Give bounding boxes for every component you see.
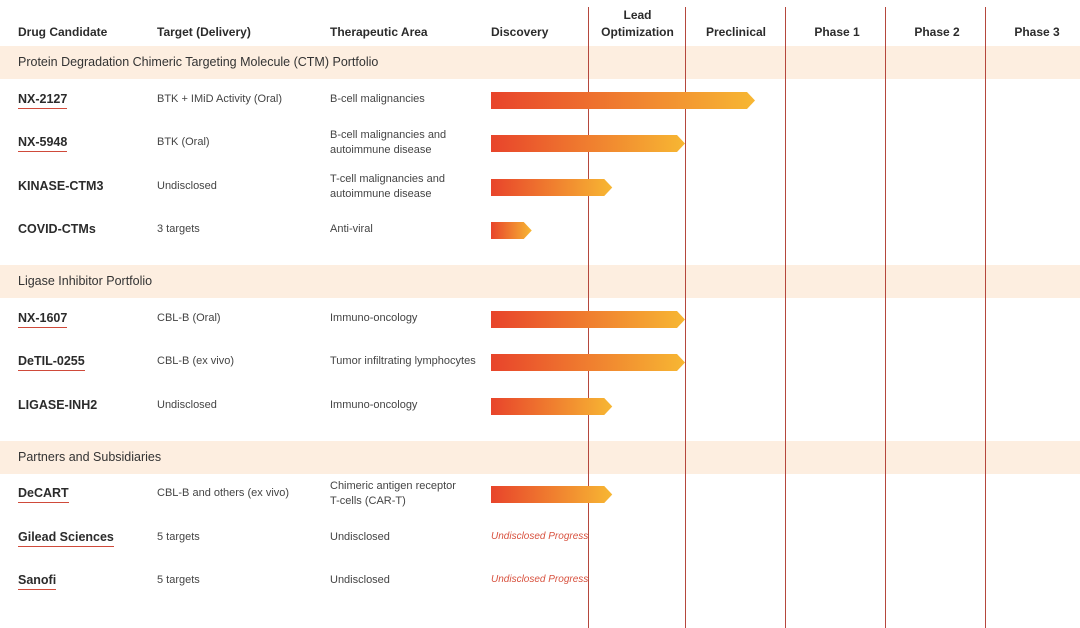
stage-divider	[785, 7, 786, 628]
target-label: BTK + IMiD Activity (Oral)	[157, 93, 282, 105]
target-label: CBL-B and others (ex vivo)	[157, 487, 290, 499]
progress-bar-ligase-inh2	[491, 398, 613, 415]
target-label: Undisclosed	[157, 180, 217, 192]
therapeutic-area-label: autoimmune disease	[330, 188, 432, 200]
drug-candidate-label: Sanofi	[18, 573, 57, 590]
section-label: Ligase Inhibitor Portfolio	[18, 274, 153, 288]
undisclosed-progress-label: Undisclosed Progress	[491, 574, 589, 585]
therapeutic-area-label: T-cell malignancies and	[330, 172, 445, 185]
therapeutic-area-label: Immuno-oncology	[330, 399, 418, 412]
therapeutic-area-label: Immuno-oncology	[330, 312, 418, 325]
therapeutic-area-label: Anti-viral	[330, 223, 373, 236]
drug-candidate-label: NX-5948	[18, 135, 68, 152]
therapeutic-area-label: B-cell malignancies and	[330, 128, 447, 141]
section-label: Protein Degradation Chimeric Targeting M…	[18, 55, 379, 69]
section-band: Ligase Inhibitor Portfolio	[0, 265, 1080, 298]
header-phase-1: Phase 1	[814, 25, 860, 39]
target-label: CBL-B (ex vivo)	[157, 355, 235, 367]
header-lead-line1: Lead	[623, 8, 652, 22]
header-therapeutic-area: Therapeutic Area	[330, 25, 428, 39]
therapeutic-area-label: B-cell malignancies	[330, 93, 425, 106]
header-preclinical: Preclinical	[705, 25, 767, 39]
drug-candidate-label: NX-2127	[18, 92, 68, 109]
progress-bar-covid-ctms	[491, 222, 532, 239]
header-lead-optimization: Lead Optimization	[589, 8, 686, 40]
therapeutic-area-label: Chimeric antigen receptor	[330, 479, 456, 492]
target-label: BTK (Oral)	[157, 136, 210, 148]
target-label: CBL-B (Oral)	[157, 312, 221, 324]
drug-candidate-label: DeTIL-0255	[18, 354, 85, 371]
header-lead-line2: Optimization	[601, 25, 674, 39]
stage-divider	[685, 7, 686, 628]
stage-divider	[985, 7, 986, 628]
drug-candidate-label: Gilead Sciences	[18, 530, 114, 547]
stage-divider	[885, 7, 886, 628]
drug-candidate-label: LIGASE-INH2	[18, 398, 98, 412]
section-band: Protein Degradation Chimeric Targeting M…	[0, 46, 1080, 79]
drug-candidate-label: NX-1607	[18, 311, 68, 328]
target-label: 5 targets	[157, 574, 200, 586]
therapeutic-area-label: Undisclosed	[330, 531, 390, 544]
therapeutic-area-label: T-cells (CAR-T)	[330, 495, 406, 507]
progress-bar-kinase-ctm3	[491, 179, 613, 196]
header-discovery: Discovery	[491, 25, 549, 39]
therapeutic-area-label: Tumor infiltrating lymphocytes	[330, 355, 476, 368]
section-label: Partners and Subsidiaries	[18, 450, 162, 464]
header-phase-3: Phase 3	[1014, 25, 1060, 39]
progress-bar-nx-2127	[491, 92, 755, 109]
section-band: Partners and Subsidiaries	[0, 441, 1080, 474]
therapeutic-area-label: Undisclosed	[330, 574, 390, 587]
therapeutic-area-label: autoimmune disease	[330, 144, 432, 156]
drug-candidate-label: KINASE-CTM3	[18, 179, 104, 193]
target-label: 5 targets	[157, 531, 200, 543]
header-drug-candidate: Drug Candidate	[18, 25, 108, 39]
header-phase-2: Phase 2	[914, 25, 960, 39]
drug-candidate-label: COVID-CTMs	[18, 222, 96, 236]
target-label: Undisclosed	[157, 399, 217, 411]
target-label: 3 targets	[157, 223, 200, 235]
undisclosed-progress-label: Undisclosed Progress	[491, 531, 589, 542]
header-target: Target (Delivery)	[157, 25, 251, 39]
drug-candidate-label: DeCART	[18, 486, 69, 503]
progress-bar-decart	[491, 486, 613, 503]
